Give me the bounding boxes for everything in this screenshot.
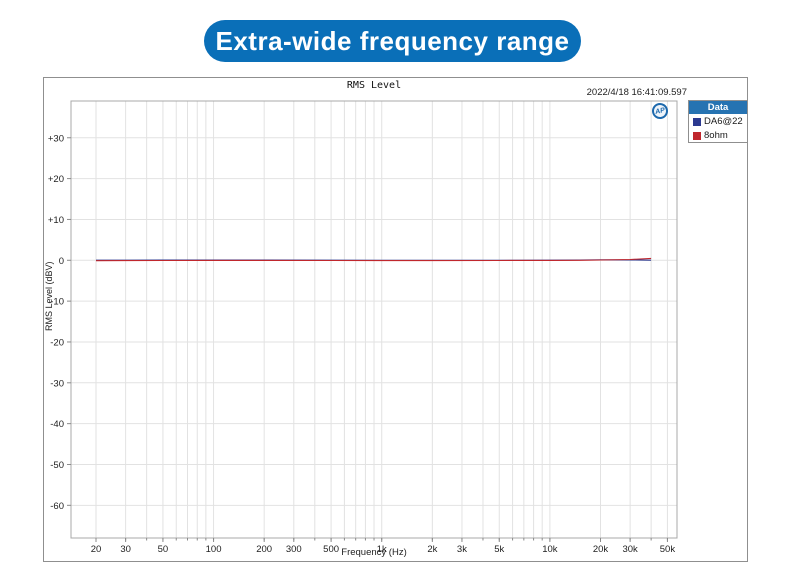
svg-text:500: 500 xyxy=(323,544,339,555)
svg-text:-30: -30 xyxy=(50,378,64,389)
svg-text:30k: 30k xyxy=(622,544,638,555)
x-axis-title: Frequency (Hz) xyxy=(341,547,407,558)
svg-text:30: 30 xyxy=(120,544,131,555)
svg-text:3k: 3k xyxy=(457,544,467,555)
y-tick-labels: +30 +20 +10 0 -10 -20 -30 -40 -50 -60 xyxy=(48,133,64,512)
tick-marks xyxy=(67,137,668,542)
svg-text:1k: 1k xyxy=(377,544,387,555)
legend-box: Data DA6@22 8ohm xyxy=(688,100,748,143)
x-tick-labels: 20 30 50 100 200 300 500 1k 2k 3k 5k 10k 20k 30k 50k xyxy=(91,544,676,555)
banner-pill: Extra-wide frequency range xyxy=(204,20,581,62)
svg-text:0: 0 xyxy=(59,256,64,267)
svg-text:100: 100 xyxy=(206,544,222,555)
svg-text:+20: +20 xyxy=(48,174,64,185)
svg-text:+10: +10 xyxy=(48,215,64,226)
svg-text:2k: 2k xyxy=(427,544,437,555)
y-axis-title: RMS Level (dBV) xyxy=(44,261,54,331)
svg-text:5k: 5k xyxy=(494,544,504,555)
svg-text:50k: 50k xyxy=(660,544,676,555)
chart-panel: RMS Level 2022/4/18 16:41:09.597 20 30 50 1… xyxy=(43,77,748,562)
series-line-8ohm xyxy=(95,257,652,262)
chart-timestamp: 2022/4/18 16:41:09.597 xyxy=(586,87,687,98)
legend-item: DA6@22 xyxy=(689,114,747,128)
svg-text:20k: 20k xyxy=(593,544,609,555)
legend-item: 8ohm xyxy=(689,128,747,142)
svg-text:50: 50 xyxy=(158,544,169,555)
chart-title: RMS Level xyxy=(346,80,402,91)
banner-label: Extra-wide frequency range xyxy=(215,25,570,56)
svg-text:300: 300 xyxy=(286,544,302,555)
svg-text:200: 200 xyxy=(256,544,272,555)
svg-text:+30: +30 xyxy=(48,133,64,144)
svg-text:-40: -40 xyxy=(50,419,64,430)
svg-text:-60: -60 xyxy=(50,501,64,512)
svg-text:10k: 10k xyxy=(542,544,558,555)
svg-text:-10: -10 xyxy=(50,297,64,308)
legend-header: Data xyxy=(689,101,747,114)
svg-text:20: 20 xyxy=(91,544,102,555)
legend-label: DA6@22 xyxy=(704,116,743,127)
legend-items: DA6@22 8ohm xyxy=(689,114,747,142)
ap-logo-text: AP xyxy=(654,106,666,116)
plot-area: 20 30 50 100 200 300 500 1k 2k 3k 5k 10k 20k 30k 50k +3… xyxy=(48,100,678,555)
legend-swatch-icon xyxy=(693,117,701,126)
legend-swatch-icon xyxy=(693,131,701,140)
svg-text:-20: -20 xyxy=(50,337,64,348)
svg-text:-50: -50 xyxy=(50,460,64,471)
legend-label: 8ohm xyxy=(704,130,728,141)
